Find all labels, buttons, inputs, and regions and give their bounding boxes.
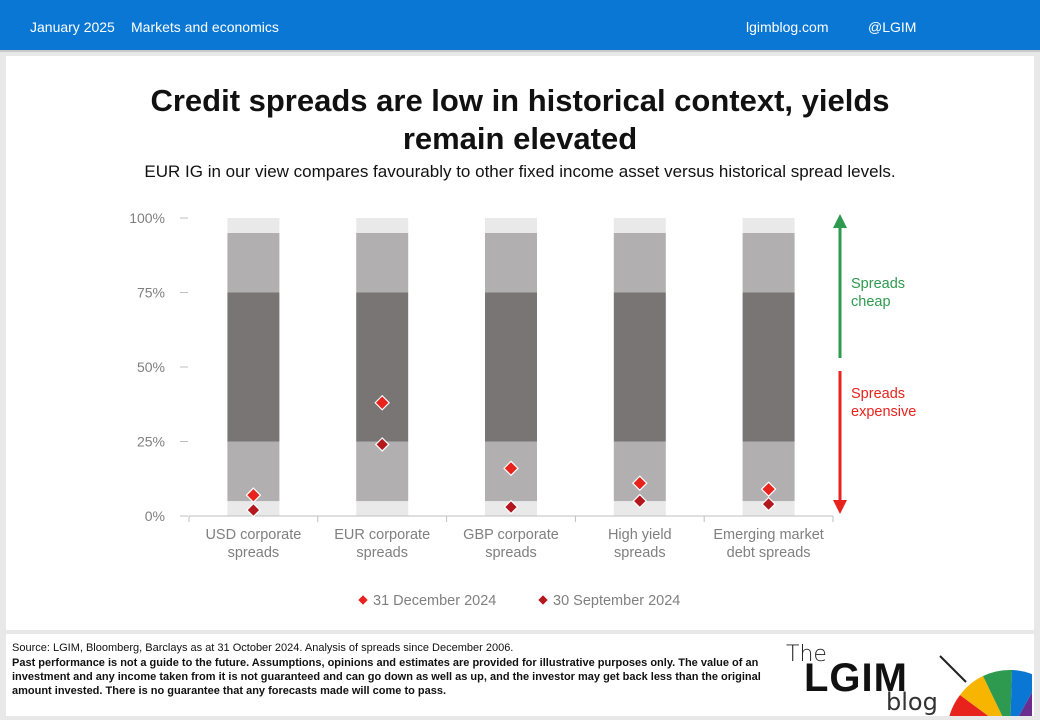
category-label: spreads bbox=[614, 545, 666, 561]
percentile-band bbox=[227, 218, 280, 233]
percentile-band bbox=[742, 232, 795, 293]
umbrella-icon bbox=[939, 655, 1032, 716]
percentile-band bbox=[485, 218, 537, 233]
annotation-expensive: Spreads bbox=[851, 386, 905, 402]
header-site-link[interactable]: lgimblog.com bbox=[746, 19, 829, 35]
y-tick-label: 50% bbox=[137, 359, 165, 375]
percentile-band bbox=[356, 232, 409, 293]
percentile-band bbox=[227, 292, 280, 442]
percentile-band bbox=[613, 441, 666, 502]
arrow-down-icon bbox=[833, 500, 847, 514]
page-title: Credit spreads are low in historical con… bbox=[6, 82, 1034, 158]
category-label: USD corporate bbox=[205, 527, 301, 543]
percentile-band bbox=[356, 218, 409, 233]
marker-series-1 bbox=[503, 460, 519, 477]
top-banner: January 2025 Markets and economics lgimb… bbox=[0, 0, 1040, 52]
source-note: Source: LGIM, Bloomberg, Barclays as at … bbox=[12, 642, 514, 654]
category-label: spreads bbox=[485, 545, 537, 561]
header-section-link[interactable]: Markets and economics bbox=[131, 19, 279, 35]
legend-label-series-2: 30 September 2024 bbox=[553, 593, 680, 609]
page-subtitle: EUR IG in our view compares favourably t… bbox=[144, 162, 896, 181]
marker-series-2 bbox=[374, 437, 390, 452]
marker-series-1 bbox=[374, 394, 391, 411]
marker-series-1 bbox=[245, 487, 262, 503]
lgim-blog-logo: The LGIM blog bbox=[782, 640, 1032, 716]
legend-label-series-1: 31 December 2024 bbox=[373, 593, 496, 609]
title-line-2: remain elevated bbox=[402, 121, 638, 156]
legend-marker-series-1 bbox=[356, 593, 370, 607]
category-label: EUR corporate bbox=[334, 527, 430, 543]
marker-series-2 bbox=[503, 499, 519, 515]
percentile-band bbox=[742, 218, 795, 233]
category-label: GBP corporate bbox=[463, 527, 559, 543]
title-line-1: Credit spreads are low in historical con… bbox=[150, 83, 890, 118]
arrow-up-icon bbox=[833, 214, 847, 228]
percentile-band bbox=[613, 501, 666, 516]
header-social-link[interactable]: @LGIM bbox=[868, 19, 917, 35]
y-tick-label: 75% bbox=[137, 285, 165, 301]
annotation-expensive: expensive bbox=[851, 404, 916, 420]
logo-lgim: LGIM bbox=[804, 656, 908, 700]
percentile-band bbox=[613, 232, 666, 293]
percentile-band bbox=[485, 292, 537, 442]
percentile-band bbox=[742, 292, 795, 442]
marker-series-2 bbox=[246, 502, 261, 518]
spreads-chart: 100% 75% 50% 25% 0% USD corporate spreads EUR c… bbox=[129, 210, 916, 609]
percentile-band bbox=[613, 218, 666, 233]
percentile-band bbox=[227, 232, 280, 293]
percentile-band bbox=[356, 292, 409, 442]
category-label: spreads bbox=[228, 545, 280, 561]
percentile-band bbox=[356, 501, 409, 516]
chart-panel: Credit spreads are low in historical con… bbox=[6, 56, 1034, 630]
percentile-band bbox=[485, 232, 537, 293]
marker-series-2 bbox=[761, 496, 776, 512]
category-label: High yield bbox=[608, 527, 672, 543]
y-tick-label: 25% bbox=[137, 434, 165, 450]
footer: Source: LGIM, Bloomberg, Barclays as at … bbox=[6, 634, 1034, 716]
disclaimer: Past performance is not a guide to the f… bbox=[12, 657, 761, 697]
category-label: Emerging market bbox=[713, 527, 823, 543]
y-tick-label: 0% bbox=[145, 508, 165, 524]
annotation-cheap: cheap bbox=[851, 294, 891, 310]
marker-series-2 bbox=[632, 493, 648, 509]
logo-blog: blog bbox=[886, 688, 938, 716]
category-label: spreads bbox=[356, 545, 408, 561]
logo-the: The bbox=[786, 642, 827, 667]
legend-marker-series-2 bbox=[536, 593, 550, 607]
annotation-cheap: Spreads bbox=[851, 276, 905, 292]
marker-series-1 bbox=[760, 481, 777, 498]
marker-series-1 bbox=[631, 475, 648, 492]
y-tick-label: 100% bbox=[129, 210, 165, 226]
header-date: January 2025 bbox=[30, 19, 115, 35]
percentile-band bbox=[613, 292, 666, 442]
category-label: debt spreads bbox=[727, 545, 811, 561]
